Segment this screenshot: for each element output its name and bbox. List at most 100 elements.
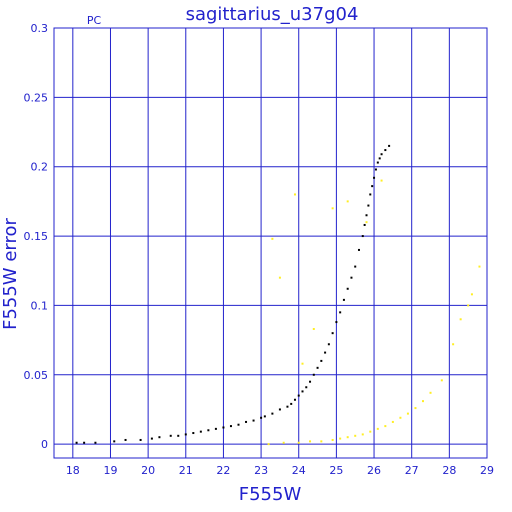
black-point (263, 415, 266, 418)
black-point (388, 144, 391, 147)
black-point (361, 235, 364, 238)
black-point (94, 441, 97, 444)
yellow-point (406, 412, 409, 415)
black-point (350, 276, 353, 279)
black-point (222, 426, 225, 429)
yellow-point (459, 318, 462, 321)
black-point (229, 425, 232, 428)
yellow-point (271, 237, 274, 240)
x-tick-label: 25 (329, 464, 343, 477)
black-point (346, 287, 349, 290)
yellow-point (429, 391, 432, 394)
y-tick-label: 0 (41, 438, 48, 451)
yellow-point (331, 207, 334, 210)
black-point (354, 265, 357, 268)
yellow-point (309, 440, 312, 443)
yellow-point (293, 193, 296, 196)
chart-title: sagittarius_u37g04 (186, 4, 359, 25)
black-point (301, 390, 304, 393)
black-point (297, 394, 300, 397)
x-tick-label: 19 (103, 464, 117, 477)
black-point (177, 434, 180, 437)
black-point (260, 416, 263, 419)
black-point (327, 343, 330, 346)
black-point (316, 366, 319, 369)
black-point (378, 157, 381, 160)
black-point (293, 398, 296, 401)
black-point (286, 405, 289, 408)
black-point (305, 386, 308, 389)
yellow-point (320, 440, 323, 443)
yellow-point (301, 362, 304, 365)
black-point (150, 437, 153, 440)
black-point (335, 321, 338, 324)
grid-lines (54, 27, 488, 458)
black-point (342, 298, 345, 301)
y-tick-label: 0.05 (24, 369, 49, 382)
black-point (371, 185, 374, 188)
x-tick-label: 26 (367, 464, 381, 477)
black-point (75, 441, 78, 444)
yellow-series (267, 179, 481, 446)
black-point (369, 193, 372, 196)
yellow-point (414, 407, 417, 410)
x-tick-label: 28 (442, 464, 456, 477)
black-point (113, 440, 116, 443)
black-point (278, 408, 281, 411)
black-point (357, 248, 360, 251)
black-point (380, 153, 383, 156)
yellow-point (361, 433, 364, 436)
yellow-point (384, 425, 387, 428)
black-point (367, 204, 370, 207)
y-tick-labels: 0 0.05 0.1 0.15 0.2 0.25 0.3 (24, 22, 49, 451)
black-point (139, 438, 142, 441)
yellow-point (452, 343, 455, 346)
yellow-point (346, 200, 349, 203)
black-point (199, 430, 202, 433)
yellow-point (391, 420, 394, 423)
black-point (169, 434, 172, 437)
black-point (331, 332, 334, 335)
black-point (376, 161, 379, 164)
x-tick-label: 24 (292, 464, 306, 477)
black-point (83, 441, 86, 444)
y-tick-label: 0.2 (31, 161, 49, 174)
y-axis-label: F555W error (0, 218, 21, 330)
x-tick-label: 20 (141, 464, 155, 477)
yellow-point (339, 437, 342, 440)
yellow-point (467, 304, 470, 307)
black-point (312, 373, 315, 376)
x-tick-label: 29 (480, 464, 494, 477)
plot-frame (53, 27, 488, 459)
black-point (374, 168, 377, 171)
y-tick-label: 0.1 (31, 299, 49, 312)
black-point (245, 420, 248, 423)
yellow-point (380, 179, 383, 182)
black-point (290, 402, 293, 405)
yellow-point (369, 430, 372, 433)
yellow-point (354, 434, 357, 437)
black-point (271, 412, 274, 415)
x-tick-label: 18 (66, 464, 80, 477)
x-tick-label: 23 (254, 464, 268, 477)
black-point (384, 149, 387, 152)
yellow-point (470, 293, 473, 296)
yellow-point (421, 400, 424, 403)
yellow-point (365, 221, 368, 224)
yellow-point (440, 379, 443, 382)
black-point (252, 419, 255, 422)
black-point (320, 359, 323, 362)
black-series (75, 144, 391, 444)
x-tick-label: 22 (216, 464, 230, 477)
x-axis-label: F555W (239, 484, 302, 505)
black-point (237, 423, 240, 426)
yellow-point (376, 427, 379, 430)
yellow-point (278, 276, 281, 279)
black-point (124, 438, 127, 441)
yellow-point (399, 416, 402, 419)
black-point (214, 427, 217, 430)
yellow-point (331, 438, 334, 441)
black-point (365, 214, 368, 217)
x-tick-label: 21 (179, 464, 193, 477)
